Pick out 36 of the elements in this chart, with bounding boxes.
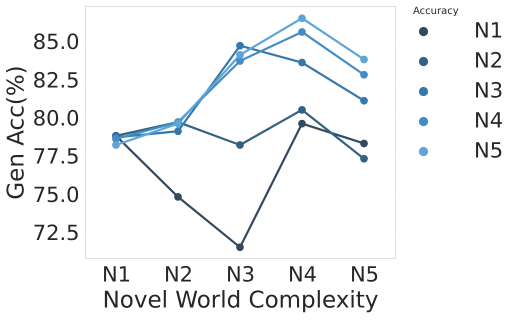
y-tick-label: 72.5 [32, 221, 80, 246]
x-tick-label: N1 [102, 262, 132, 286]
legend-label: N4 [474, 108, 504, 132]
point [360, 140, 368, 148]
x-tick-label: N2 [164, 262, 194, 286]
legend-label: N1 [474, 18, 504, 42]
x-axis-title: Novel World Complexity [102, 288, 378, 314]
y-tick-label: 77.5 [32, 144, 80, 169]
point [360, 96, 368, 105]
legend-label: N2 [474, 48, 504, 72]
point [360, 70, 368, 79]
point [112, 141, 120, 149]
point [298, 58, 306, 66]
y-tick-label: 75.0 [32, 182, 80, 207]
point [298, 106, 306, 114]
point [298, 14, 306, 22]
legend-label: N5 [474, 138, 504, 162]
point [298, 28, 306, 36]
point [174, 193, 182, 201]
point [174, 127, 182, 136]
legend-title: Accuracy [413, 6, 459, 17]
point [298, 120, 306, 128]
point [236, 51, 244, 59]
y-axis-title: Gen Acc(%) [4, 65, 30, 200]
point [236, 141, 244, 149]
y-tick-label: 85.0 [32, 30, 80, 54]
x-tick-label: N3 [226, 262, 256, 286]
y-tick-label: 82.5 [32, 68, 80, 92]
point [360, 154, 368, 163]
point [236, 42, 244, 50]
point [236, 243, 244, 252]
x-tick-label: N5 [350, 262, 380, 286]
legend-label: N3 [474, 78, 504, 102]
y-tick-label: 80.0 [32, 106, 80, 131]
x-tick-label: N4 [288, 262, 318, 286]
point [360, 56, 368, 64]
